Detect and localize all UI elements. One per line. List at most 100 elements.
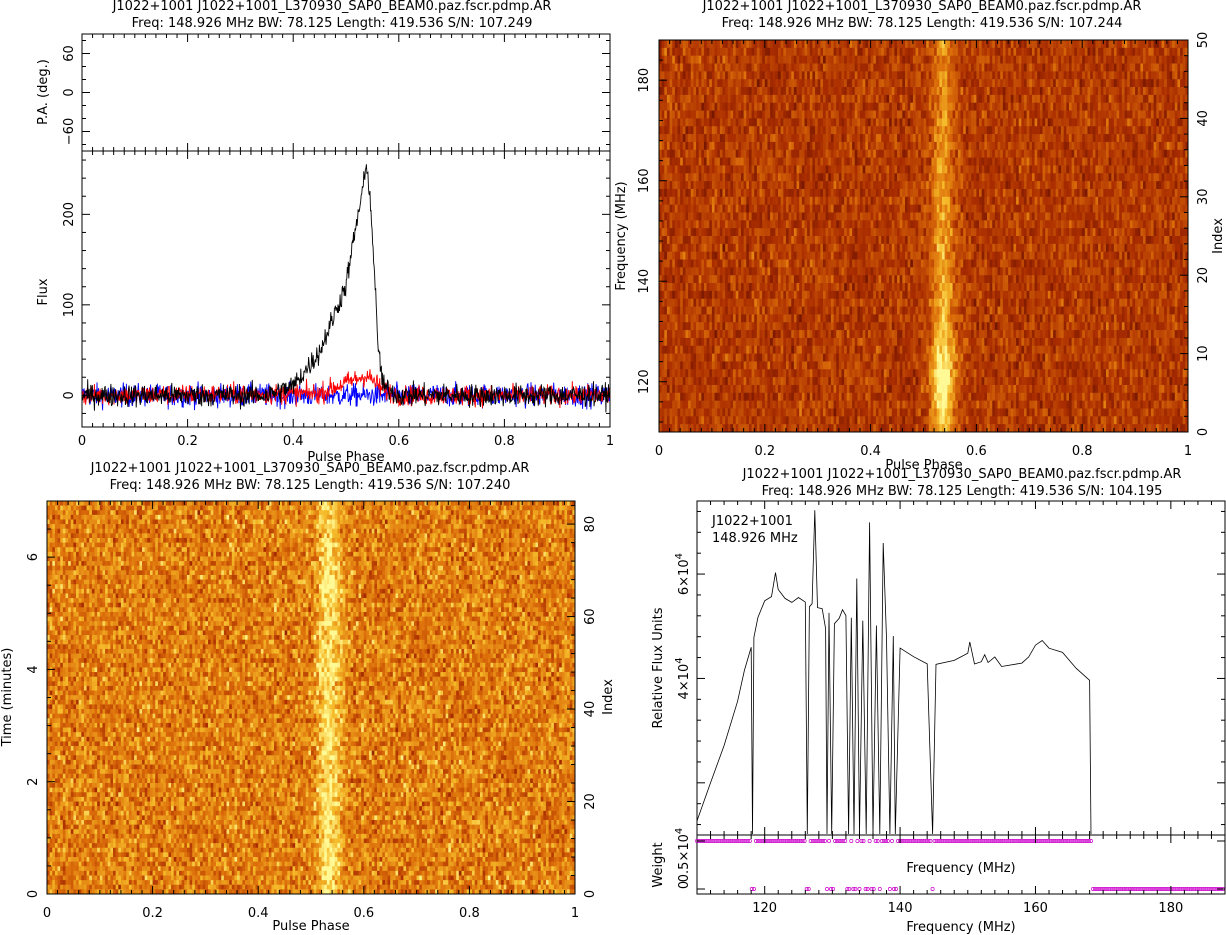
freqphase-cell (868, 64, 871, 72)
freqphase-cell (804, 212, 807, 220)
freqphase-cell (894, 205, 897, 213)
freqphase-cell (924, 87, 927, 95)
freqphase-cell (974, 212, 977, 220)
freqphase-cell (844, 197, 847, 205)
freqphase-cell (1154, 71, 1157, 79)
freqphase-cell (1043, 79, 1046, 87)
freqphase-cell (1154, 79, 1157, 87)
freqphase-cell (1143, 142, 1146, 150)
freqphase-cell (918, 134, 921, 142)
freqphase-cell (1143, 87, 1146, 95)
freqphase-cell (1143, 181, 1146, 189)
freqphase-cell (834, 111, 837, 119)
freqphase-cell (905, 205, 908, 213)
freqphase-cell (662, 181, 665, 189)
freqphase-cell (979, 212, 982, 220)
freqphase-cell (1043, 197, 1046, 205)
freqphase-cell (1111, 212, 1114, 220)
freqphase-cell (1074, 79, 1077, 87)
freqphase-cell (1066, 40, 1069, 48)
freqphase-cell (1109, 158, 1112, 166)
freqphase-cell (1125, 150, 1128, 158)
freqphase-cell (1095, 79, 1098, 87)
freqphase-cell (1027, 64, 1030, 72)
freqphase-cell (1064, 150, 1067, 158)
freqphase-cell (1140, 40, 1143, 48)
freqphase-cell (767, 134, 770, 142)
freqphase-cell (968, 95, 971, 103)
freqphase-cell (868, 118, 871, 126)
freqphase-cell (847, 197, 850, 205)
freqphase-cell (979, 103, 982, 111)
freqphase-cell (950, 40, 953, 48)
freqphase-cell (1040, 150, 1043, 158)
freqphase-cell (1111, 150, 1114, 158)
freqphase-cell (820, 111, 823, 119)
freqphase-cell (815, 205, 818, 213)
freqphase-cell (828, 158, 831, 166)
freqphase-cell (921, 220, 924, 228)
freqphase-cell (1069, 64, 1072, 72)
freqphase-cell (1069, 79, 1072, 87)
freqphase-cell (847, 71, 850, 79)
freqphase-cell (931, 134, 934, 142)
freqphase-cell (828, 212, 831, 220)
freqphase-cell (1143, 103, 1146, 111)
freqphase-cell (884, 205, 887, 213)
freqphase-cell (844, 150, 847, 158)
freqphase-cell (1167, 205, 1170, 213)
freqphase-cell (947, 95, 950, 103)
freqphase-cell (799, 189, 802, 197)
freqphase-cell (675, 71, 678, 79)
freqphase-cell (842, 79, 845, 87)
freqphase-cell (1132, 126, 1135, 134)
freqphase-cell (1029, 118, 1032, 126)
freqphase-cell (1077, 142, 1080, 150)
freqphase-cell (1019, 150, 1022, 158)
freqphase-cell (926, 134, 929, 142)
freqphase-cell (966, 197, 969, 205)
freqphase-cell (678, 150, 681, 158)
freqphase-cell (778, 103, 781, 111)
freqphase-cell (884, 95, 887, 103)
freqphase-cell (1135, 56, 1138, 64)
freqphase-cell (900, 189, 903, 197)
freqphase-cell (786, 173, 789, 181)
freqphase-cell (1151, 56, 1154, 64)
freqphase-cell (730, 48, 733, 56)
freqphase-cell (728, 197, 731, 205)
freqphase-cell (826, 197, 829, 205)
freqphase-cell (1101, 197, 1104, 205)
freqphase-cell (961, 158, 964, 166)
freqphase-cell (775, 64, 778, 72)
profile-xtick-label: 0.8 (494, 434, 515, 449)
freqphase-cell (773, 150, 776, 158)
freqphase-cell (1159, 197, 1162, 205)
freqphase-cell (852, 197, 855, 205)
freqphase-cell (966, 95, 969, 103)
freqphase-cell (1159, 71, 1162, 79)
freqphase-cell (1101, 212, 1104, 220)
freqphase-cell (1043, 181, 1046, 189)
freqphase-cell (1032, 158, 1035, 166)
freqphase-cell (680, 173, 683, 181)
freqphase-cell (1074, 111, 1077, 119)
freqphase-cell (842, 71, 845, 79)
freqphase-cell (836, 134, 839, 142)
freqphase-cell (1053, 79, 1056, 87)
freqphase-cell (744, 126, 747, 134)
freqphase-cell (1029, 48, 1032, 56)
freqphase-cell (741, 95, 744, 103)
freqphase-cell (1080, 79, 1083, 87)
freqphase-cell (1066, 181, 1069, 189)
freqphase-cell (990, 48, 993, 56)
freqphase-cell (1013, 189, 1016, 197)
freqphase-cell (1169, 71, 1172, 79)
freqphase-cell (704, 165, 707, 173)
freqphase-cell (926, 158, 929, 166)
freqphase-cell (738, 158, 741, 166)
freqphase-cell (855, 48, 858, 56)
freqphase-cell (683, 48, 686, 56)
freqphase-cell (672, 118, 675, 126)
freqphase-cell (789, 134, 792, 142)
